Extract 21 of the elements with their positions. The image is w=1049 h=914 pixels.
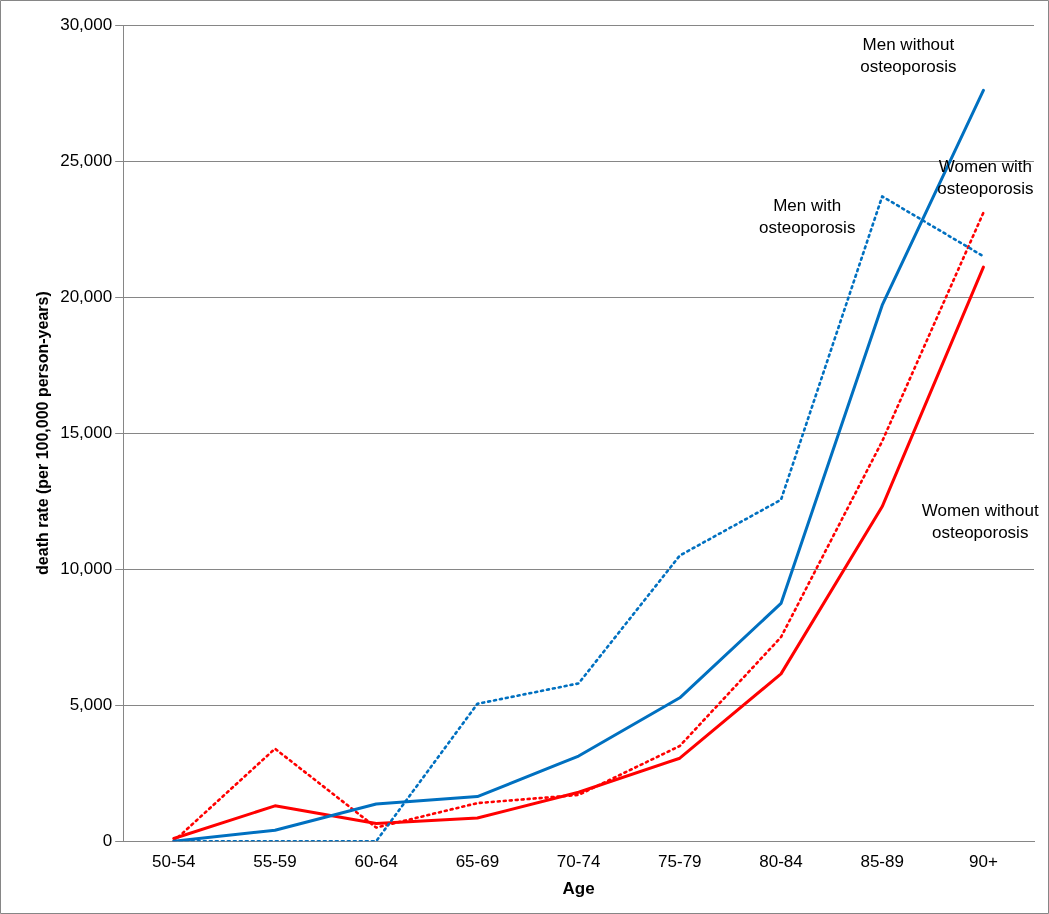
y-tick-label: 5,000 [69, 694, 113, 714]
x-axis-title: Age [562, 879, 595, 899]
x-tick-label: 90+ [968, 852, 998, 872]
x-tick-label: 80-84 [759, 852, 803, 872]
y-tick-label: 0 [102, 830, 113, 850]
x-tick-label: 75-79 [658, 852, 702, 872]
y-tick-label: 20,000 [60, 286, 113, 306]
x-tick-label: 50-54 [152, 852, 196, 872]
y-tick-label: 10,000 [60, 558, 113, 578]
y-tick-label: 25,000 [60, 150, 113, 170]
x-tick-label: 85-89 [860, 852, 904, 872]
x-tick-label: 65-69 [455, 852, 500, 872]
x-tick-label: 60-64 [354, 852, 398, 872]
y-tick-label: 30,000 [60, 14, 113, 34]
text: Women without osteoporosis [921, 501, 1039, 543]
series-label: Men with osteoporosis [759, 196, 856, 238]
y-tick-label: 15,000 [60, 422, 113, 442]
x-tick-label: 55-59 [253, 852, 297, 872]
y-axis-title: death rate (per 100,000 person-years) [34, 291, 52, 575]
x-tick-label: 70-74 [556, 852, 601, 872]
series-label: Men without osteoporosis [860, 34, 957, 76]
